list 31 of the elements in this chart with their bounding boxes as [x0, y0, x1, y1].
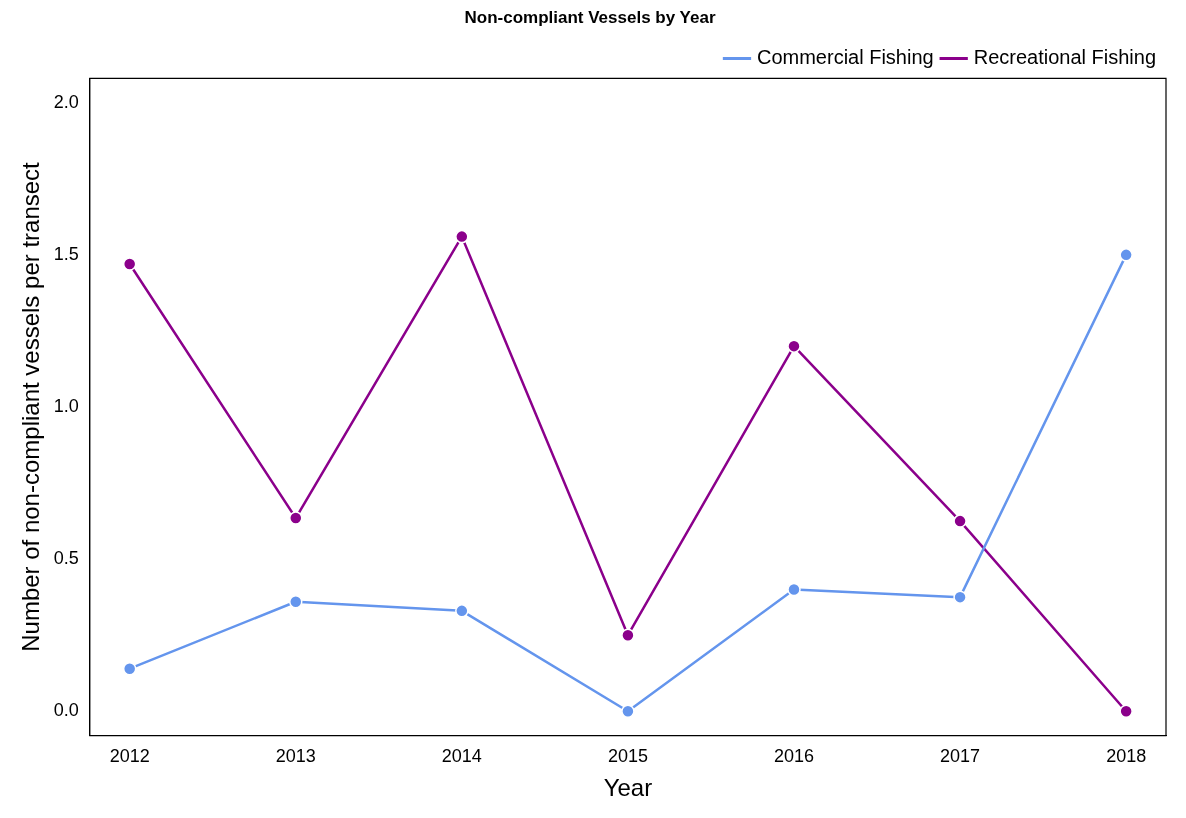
point — [455, 604, 469, 618]
y-axis-title: Number of non-compliant vessels per transect — [17, 161, 45, 652]
point — [455, 229, 469, 244]
chart-title: Non-compliant Vessels by Year — [464, 7, 716, 27]
point — [621, 628, 635, 642]
x-tick-label: 2012 — [109, 746, 150, 767]
point — [289, 594, 303, 609]
legend-label: Recreational Fishing — [973, 45, 1157, 68]
point — [621, 704, 635, 719]
point — [122, 257, 137, 271]
point — [953, 514, 967, 528]
point — [953, 590, 967, 604]
legend-label: Commercial Fishing — [756, 45, 934, 68]
point — [1119, 704, 1133, 719]
x-tick-label: 2014 — [441, 746, 482, 767]
y-tick-label: 0.5 — [53, 548, 79, 569]
x-tick-label: 2015 — [607, 746, 648, 767]
y-tick-label: 1.0 — [53, 395, 79, 416]
x-tick-label: 2013 — [275, 746, 316, 767]
x-tick-label: 2016 — [773, 746, 815, 767]
point — [1119, 248, 1133, 262]
x-tick-label: 2018 — [1106, 746, 1147, 767]
point — [787, 339, 801, 353]
point — [122, 661, 137, 676]
point — [787, 582, 801, 597]
y-tick-label: 2.0 — [53, 91, 79, 112]
x-axis-title: Year — [603, 774, 653, 802]
x-tick-label: 2017 — [940, 746, 981, 767]
y-tick-label: 1.5 — [53, 243, 79, 264]
y-tick-label: 0.0 — [53, 700, 79, 721]
point — [289, 511, 303, 525]
